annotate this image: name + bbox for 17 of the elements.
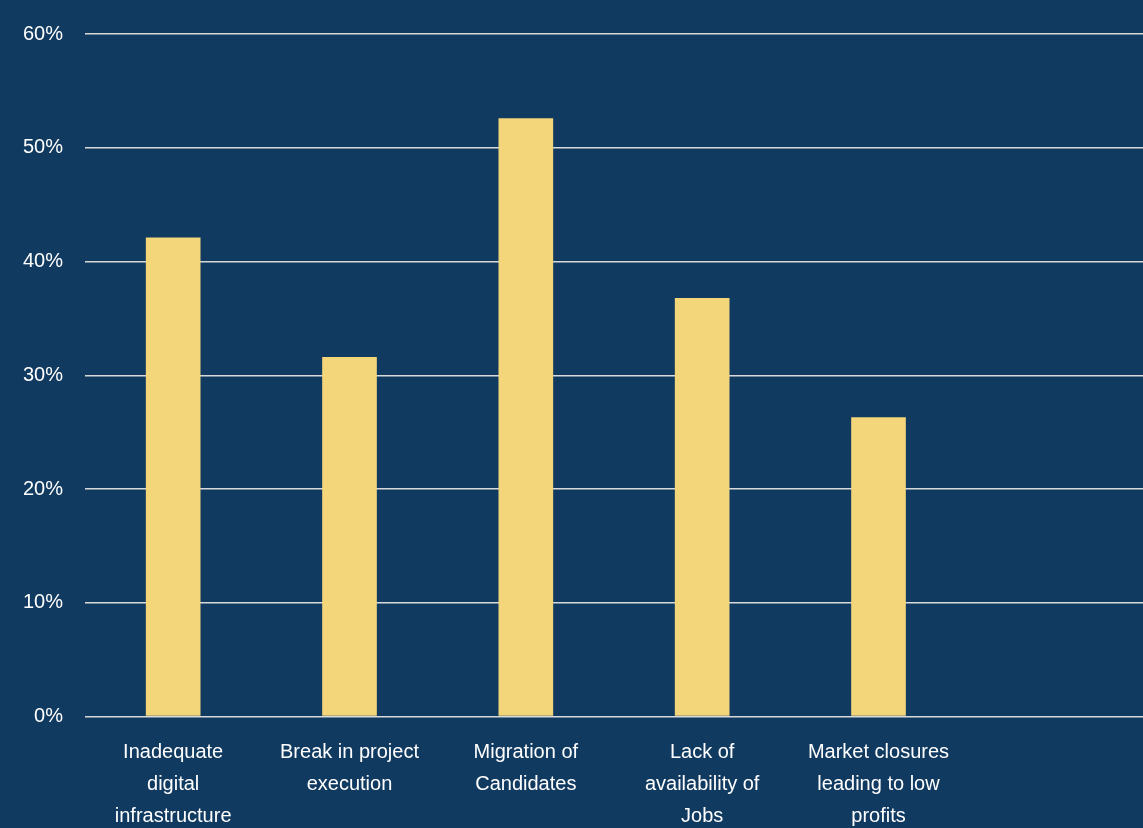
bar [498,118,554,716]
x-tick-label: Lack of availability of Jobs [644,740,760,827]
y-tick-label: 20% [22,476,64,499]
x-tick-label: Migration of Candidates [473,740,579,795]
y-tick-label: 0% [34,704,64,727]
bar [851,417,906,716]
y-tick-label: 50% [22,135,64,158]
bar [674,297,730,716]
y-tick-label: 10% [22,590,64,613]
y-tick-label: 40% [22,249,64,272]
bar [322,357,377,716]
x-tick-label: Market closures leading to low profits [807,740,950,827]
x-tick-label: Inadequate digital infrastructure [114,740,232,827]
y-tick-label: 30% [22,362,64,385]
y-tick-label: 60% [22,21,64,44]
x-tick-label: Break in project execution [280,740,420,795]
bar [145,237,201,716]
